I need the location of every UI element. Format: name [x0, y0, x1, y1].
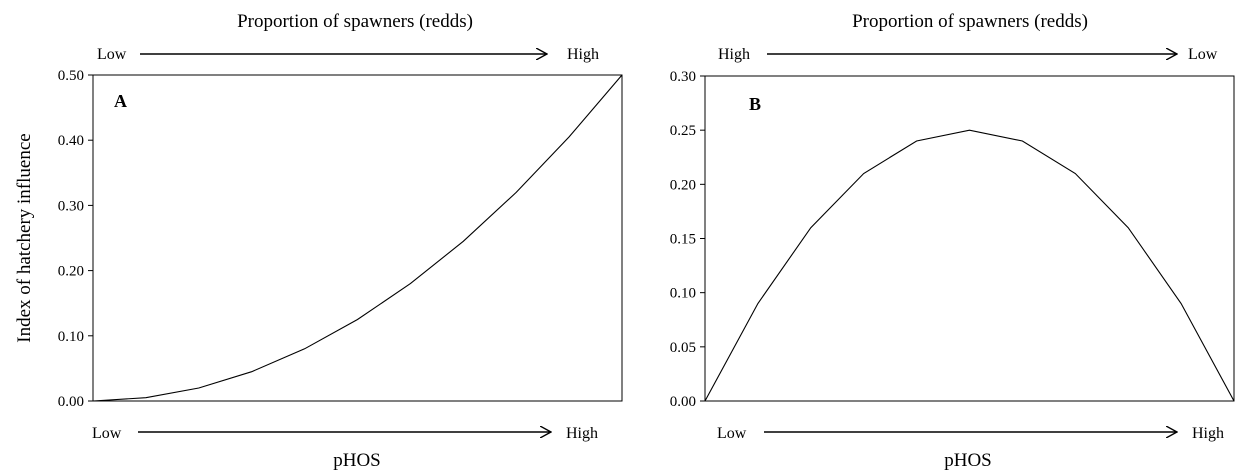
panel-a-x-axis-label: pHOS	[333, 450, 381, 471]
panel-a-top-arrow-end-label: High	[567, 46, 599, 63]
panel-a-y-axis-label: Index of hatchery influence	[14, 133, 35, 342]
panel-a-top-axis-title: Proportion of spawners (redds)	[237, 11, 473, 32]
panel-a-plot-frame	[92, 74, 623, 402]
panel-b-y-tick-label: 0.10	[670, 286, 696, 302]
panel-b-y-ticks: 0.00 0.05 0.10 0.15 0.20 0.25 0.30	[670, 69, 705, 410]
panel-a-top-arrow-start-label: Low	[97, 46, 127, 63]
panel-b-bottom-arrow-start-label: Low	[717, 425, 747, 442]
panel-b-letter: B	[749, 94, 761, 114]
panel-b: Proportion of spawners (redds) High Low …	[670, 11, 1236, 471]
panel-a-y-tick-label: 0.00	[58, 394, 84, 410]
panel-a-data-points	[91, 73, 624, 403]
panel-a: Proportion of spawners (redds) Low High …	[14, 11, 624, 471]
panel-a-y-tick-label: 0.50	[58, 68, 84, 84]
panel-a-y-tick-label: 0.20	[58, 264, 84, 280]
panel-b-y-tick-label: 0.20	[670, 177, 696, 193]
panel-b-y-tick-label: 0.25	[670, 123, 696, 139]
panel-a-bottom-arrow-start-label: Low	[92, 425, 122, 442]
panel-b-top-axis-title: Proportion of spawners (redds)	[852, 11, 1088, 32]
panel-b-y-tick-label: 0.30	[670, 69, 696, 85]
panel-a-y-tick-label: 0.40	[58, 133, 84, 149]
panel-b-y-tick-label: 0.15	[670, 232, 696, 248]
panel-a-letter: A	[114, 91, 127, 111]
panel-b-x-axis-label: pHOS	[944, 450, 992, 471]
panel-b-y-tick-label: 0.05	[670, 340, 696, 356]
panel-b-y-tick-label: 0.00	[670, 394, 696, 410]
panel-b-bottom-arrow-end-label: High	[1192, 425, 1224, 442]
panel-a-y-tick-label: 0.30	[58, 198, 84, 214]
panel-a-bottom-arrow-end-label: High	[566, 425, 598, 442]
panel-a-data-line	[92, 74, 623, 402]
panel-b-data-line	[704, 129, 1235, 402]
panel-a-y-ticks: 0.00 0.10 0.20 0.30 0.40 0.50	[58, 68, 93, 410]
panel-a-y-tick-label: 0.10	[58, 329, 84, 345]
panel-b-top-arrow-end-label: Low	[1188, 46, 1218, 63]
panel-b-data-points	[703, 128, 1236, 403]
panel-b-top-arrow-start-label: High	[718, 46, 750, 63]
panel-b-plot-frame	[704, 75, 1235, 402]
